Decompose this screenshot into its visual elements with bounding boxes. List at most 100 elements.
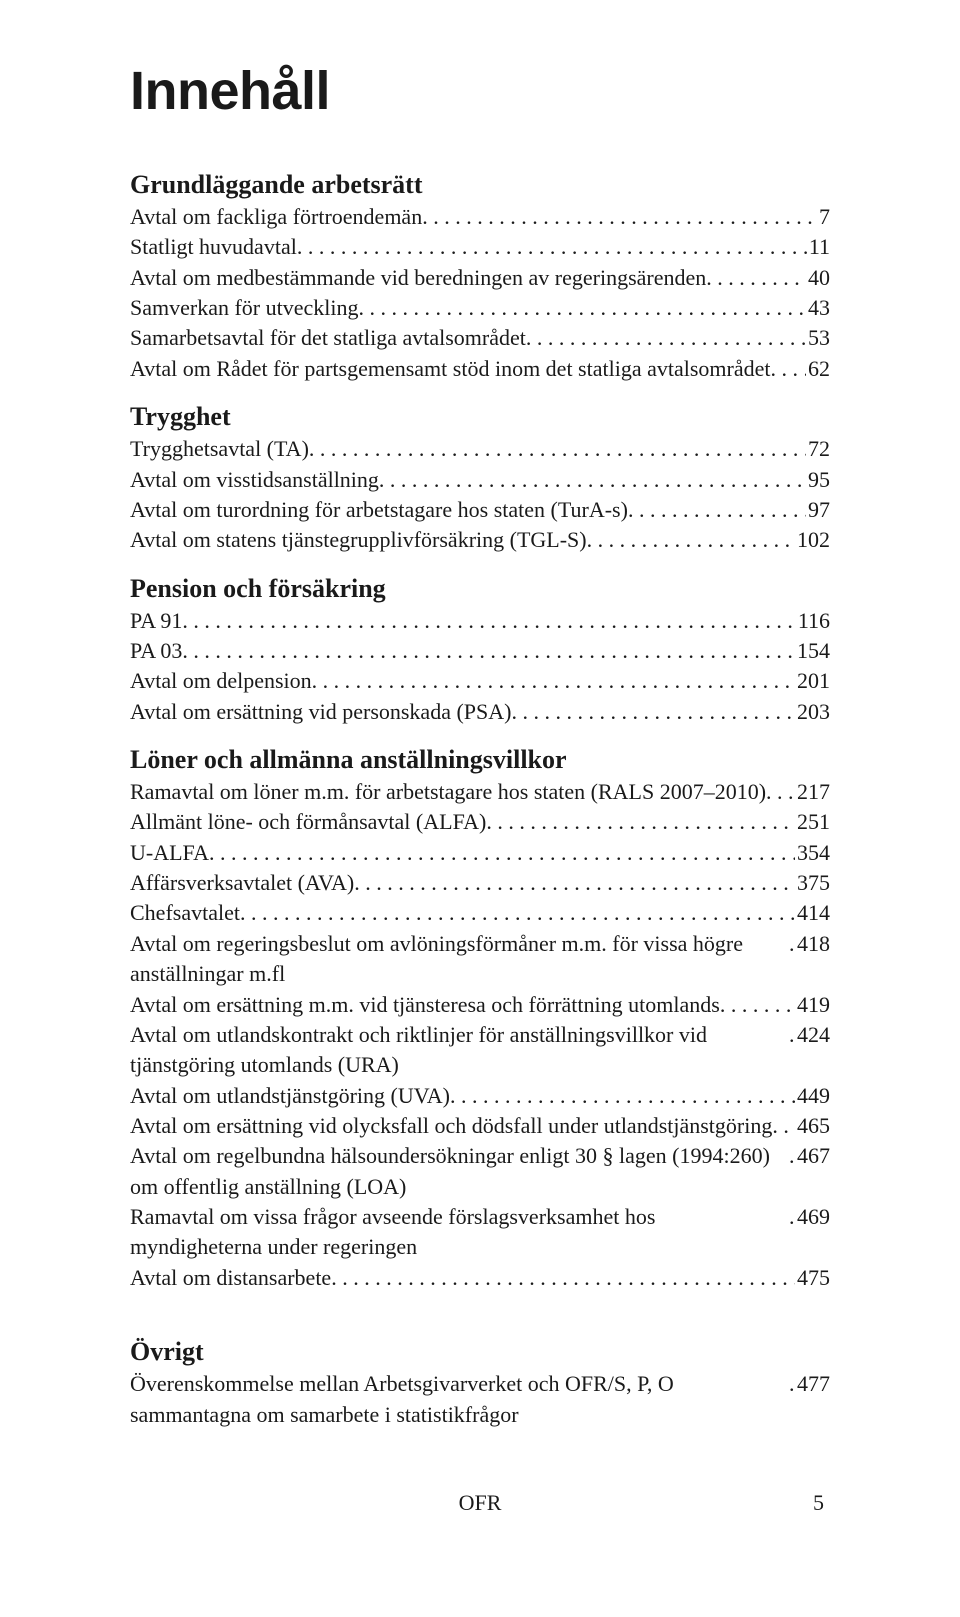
toc-entry-page: 419 [795,990,830,1020]
footer-center: OFR [459,1490,502,1516]
toc-entry-page: 102 [795,525,830,555]
toc-entry: U-ALFA 354 [130,838,830,868]
toc-entry-label: U-ALFA [130,838,209,868]
toc-entry: Statligt huvudavtal 11 [130,232,830,262]
toc-entry-page: 116 [796,606,830,636]
page: Innehåll Grundläggande arbetsrättAvtal o… [0,0,960,1556]
toc-entry: Allmänt löne- och förmånsavtal (ALFA)251 [130,807,830,837]
toc-leader-dots [587,525,795,555]
toc-entry-page: 217 [795,777,830,807]
toc-entry: Ramavtal om vissa frågor avseende försla… [130,1202,830,1263]
toc-entry-label: Avtal om ersättning m.m. vid tjänsteresa… [130,990,720,1020]
toc-leader-dots [240,898,795,928]
section-heading: Grundläggande arbetsrätt [130,170,830,200]
toc-entry-page: 449 [795,1081,830,1111]
toc-entry: Avtal om ersättning vid olycksfall och d… [130,1111,830,1141]
toc-entry-label: Avtal om regelbundna hälsoundersökningar… [130,1141,789,1202]
toc-entry-page: 469 [795,1202,830,1232]
toc-entry: Chefsavtalet 414 [130,898,830,928]
toc-entry-label: Ramavtal om löner m.m. för arbetstagare … [130,777,766,807]
toc-entry: Avtal om delpension 201 [130,666,830,696]
toc-entry-page: 201 [795,666,830,696]
toc-entry-page: 72 [806,434,830,464]
toc-entry-label: Ramavtal om vissa frågor avseende försla… [130,1202,789,1263]
toc-entry: PA 03 154 [130,636,830,666]
toc-entry-label: Avtal om fackliga förtroendemän [130,202,422,232]
footer-left [136,1490,459,1516]
toc-leader-dots [422,202,817,232]
toc-entry: Överenskommelse mellan Arbetsgivarverket… [130,1369,830,1430]
toc-entry: Samverkan för utveckling 43 [130,293,830,323]
toc-entry-page: 414 [795,898,830,928]
toc-entry-label: Avtal om regeringsbeslut om avlöningsför… [130,929,789,990]
toc-entry-page: 7 [817,202,830,232]
toc-leader-dots [359,293,807,323]
toc-leader-dots [354,868,795,898]
toc-leader-dots [720,990,795,1020]
toc-entry: Avtal om ersättning m.m. vid tjänsteresa… [130,990,830,1020]
toc-leader-dots [772,1111,795,1141]
toc-entry: Avtal om turordning för arbetstagare hos… [130,495,830,525]
toc-entry: Ramavtal om löner m.m. för arbetstagare … [130,777,830,807]
toc-entry: Avtal om regelbundna hälsoundersökningar… [130,1141,830,1202]
toc-leader-dots [297,232,807,262]
toc-entry-page: 375 [795,868,830,898]
toc-leader-dots [526,323,806,353]
toc-entry-label: Avtal om turordning för arbetstagare hos… [130,495,628,525]
toc-entry-page: 477 [795,1369,830,1399]
toc-entry: Avtal om utlandstjänstgöring (UVA)449 [130,1081,830,1111]
toc-leader-dots [182,636,795,666]
section-heading: Pension och försäkring [130,574,830,604]
footer-page-number: 5 [501,1490,824,1516]
toc-entry-page: 465 [795,1111,830,1141]
toc-entry: Avtal om medbestämmande vid beredningen … [130,263,830,293]
page-footer: OFR 5 [130,1490,830,1516]
toc-entry: Avtal om utlandskontrakt och riktlinjer … [130,1020,830,1081]
toc-entry-page: 354 [795,838,830,868]
toc-entry-label: Avtal om utlandskontrakt och riktlinjer … [130,1020,789,1081]
toc-leader-dots [766,777,795,807]
toc-entry-label: PA 91 [130,606,182,636]
toc-entry-page: 467 [795,1141,830,1171]
toc-entry-label: Trygghetsavtal (TA) [130,434,309,464]
toc-entry-page: 203 [795,697,830,727]
toc-entry-page: 11 [807,232,830,262]
toc-leader-dots [309,434,806,464]
toc-leader-dots [771,354,807,384]
toc-entry: Avtal om ersättning vid personskada (PSA… [130,697,830,727]
toc-leader-dots [331,1263,795,1293]
toc-leader-dots [312,666,795,696]
toc-entry-label: Avtal om delpension [130,666,312,696]
toc-entry: Samarbetsavtal för det statliga avtalsom… [130,323,830,353]
toc-leader-dots [628,495,806,525]
toc-entry-page: 154 [795,636,830,666]
toc-entry-page: 43 [806,293,830,323]
toc-entry-label: Statligt huvudavtal [130,232,297,262]
toc-entry-label: Avtal om medbestämmande vid beredningen … [130,263,706,293]
toc-entry-label: PA 03 [130,636,182,666]
toc-entry-label: Allmänt löne- och förmånsavtal (ALFA) [130,807,486,837]
toc-entry-label: Samverkan för utveckling [130,293,359,323]
toc-entry: PA 91 116 [130,606,830,636]
toc-entry: Avtal om visstidsanställning 95 [130,465,830,495]
section-heading: Löner och allmänna anställningsvillkor [130,745,830,775]
toc-entry-label: Avtal om Rådet för partsgemensamt stöd i… [130,354,771,384]
toc-entry: Avtal om statens tjänstegrupplivförsäkri… [130,525,830,555]
section-heading: Trygghet [130,402,830,432]
toc-entry-label: Avtal om visstidsanställning [130,465,379,495]
toc-leader-dots [706,263,806,293]
page-title: Innehåll [130,60,830,122]
toc-entry: Avtal om Rådet för partsgemensamt stöd i… [130,354,830,384]
toc-entry-page: 95 [806,465,830,495]
toc-leader-dots [209,838,795,868]
section-heading: Övrigt [130,1337,830,1367]
toc-entry-label: Chefsavtalet [130,898,240,928]
toc-entry-page: 424 [795,1020,830,1050]
toc-entry-page: 475 [795,1263,830,1293]
toc-entry-label: Avtal om statens tjänstegrupplivförsäkri… [130,525,587,555]
toc-entry-page: 97 [806,495,830,525]
toc-entry: Affärsverksavtalet (AVA) 375 [130,868,830,898]
toc-leader-dots [486,807,795,837]
toc-entry-label: Affärsverksavtalet (AVA) [130,868,354,898]
section-spacer [130,1293,830,1319]
